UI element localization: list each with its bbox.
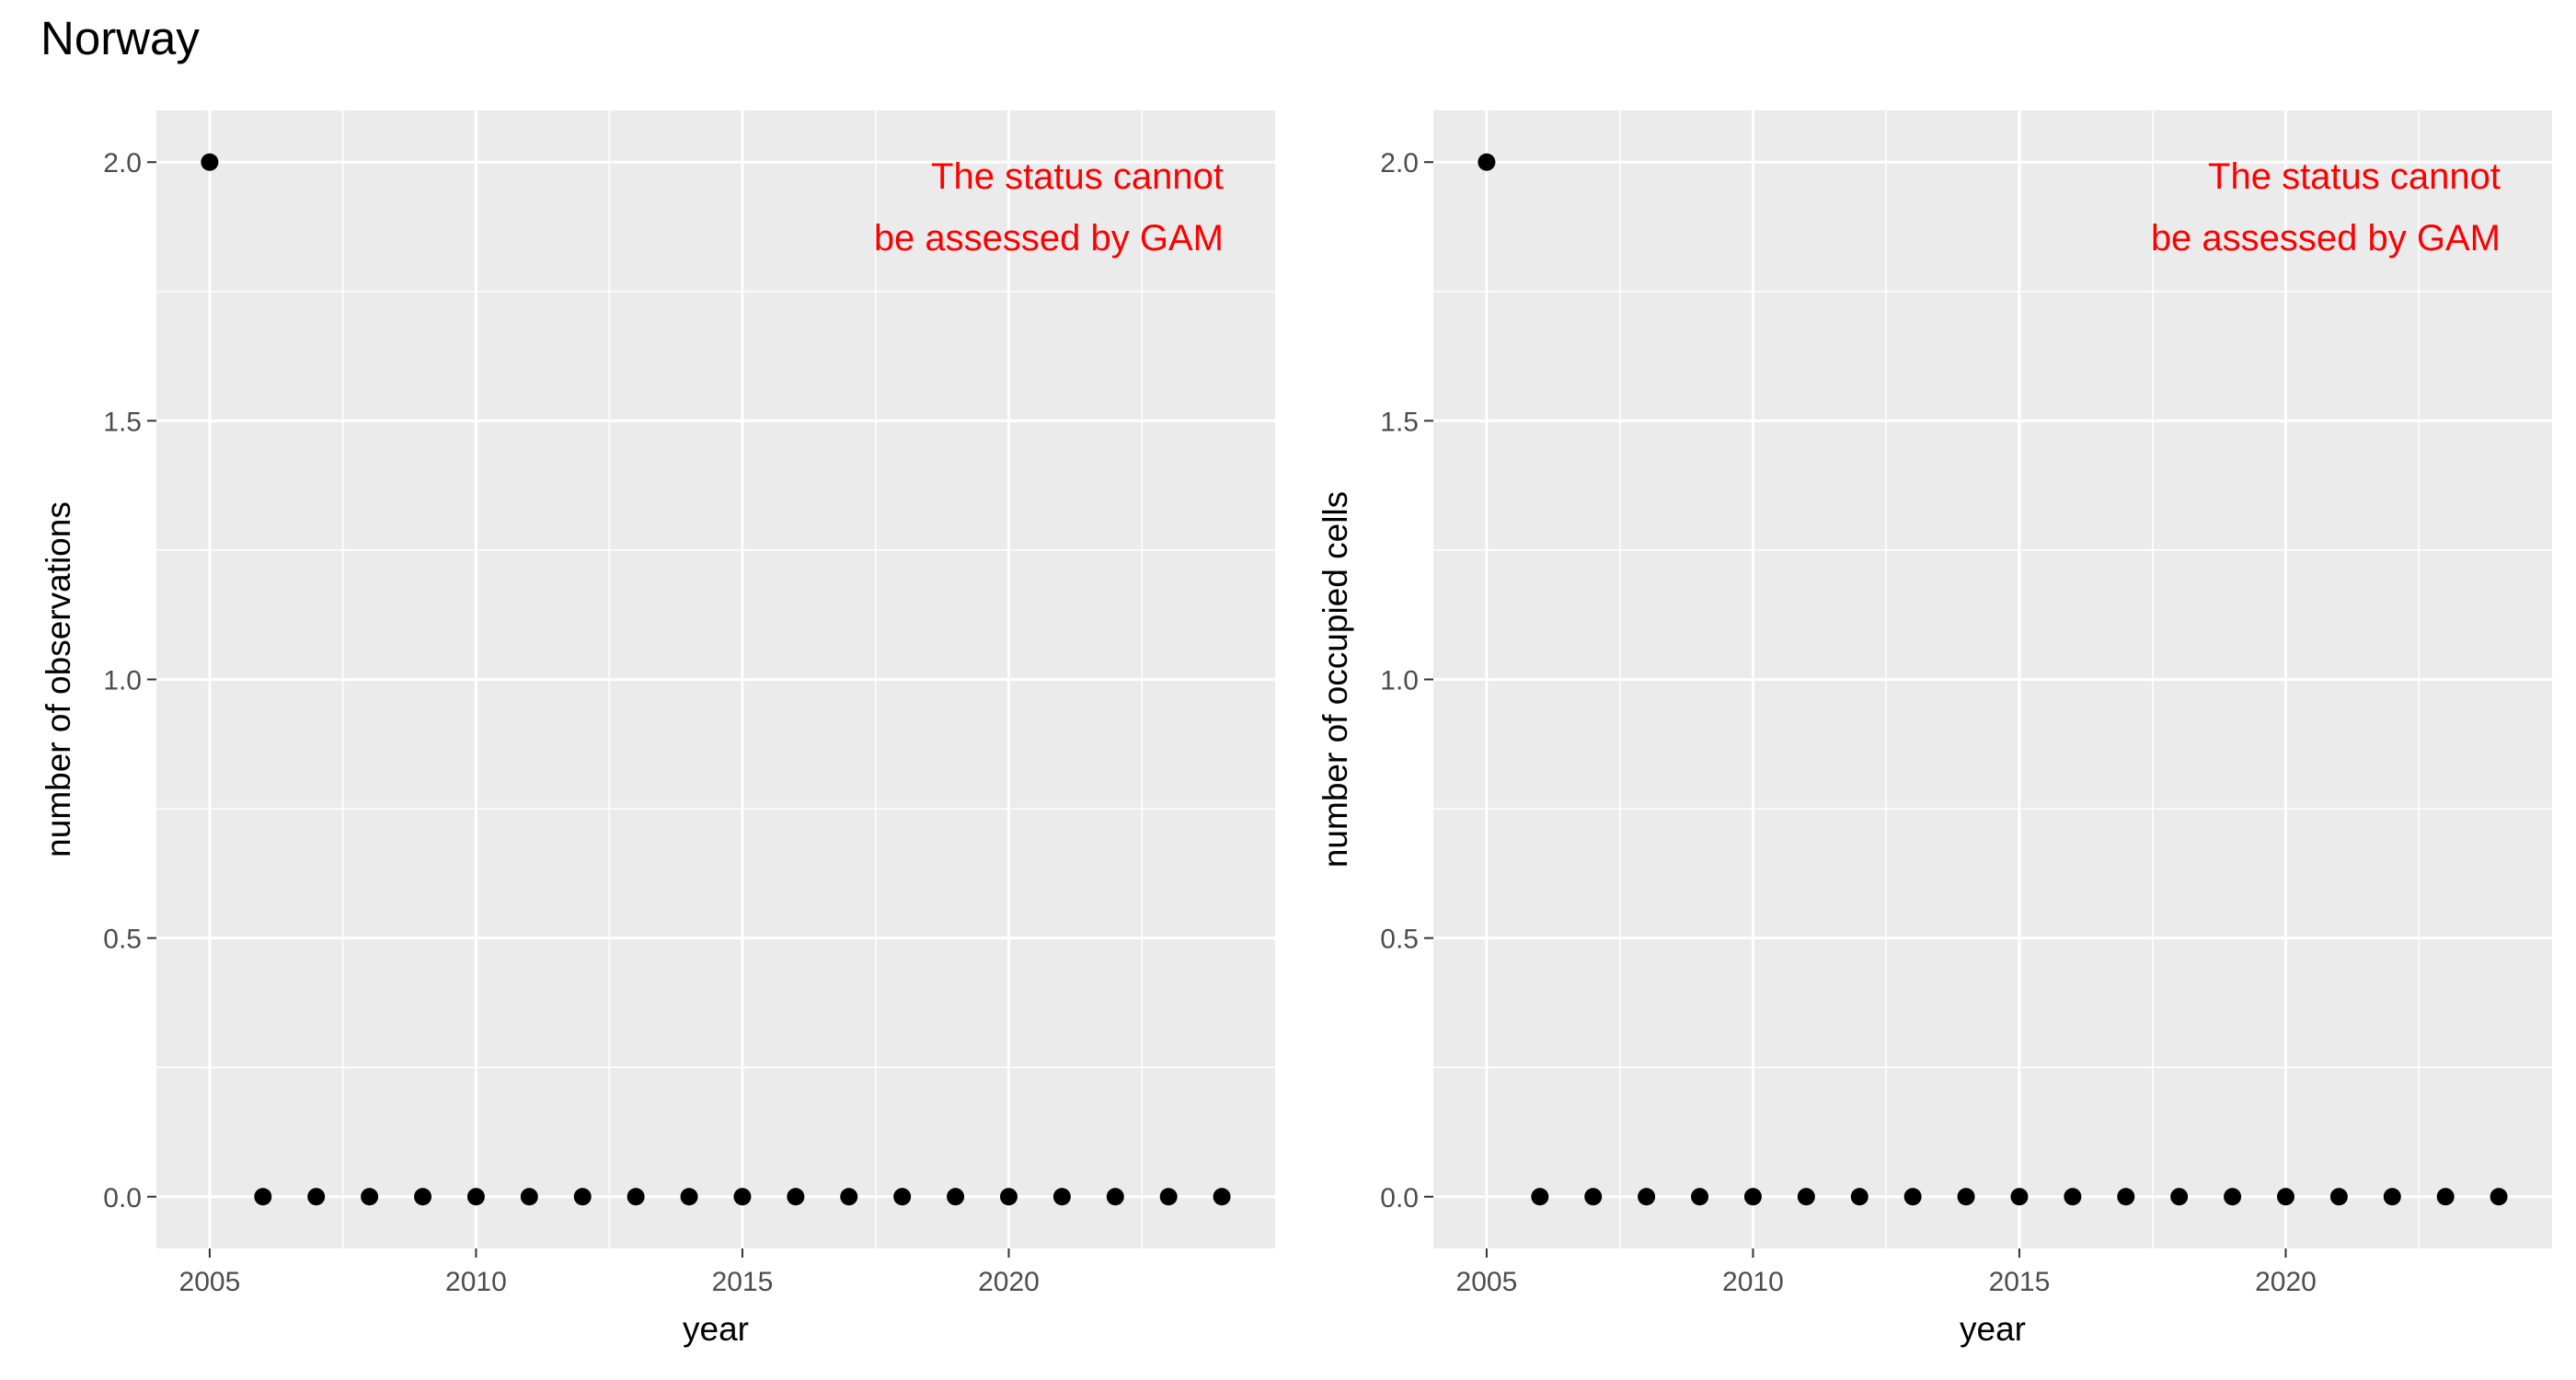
data-point: [1903, 1188, 1922, 1206]
y-tick-label: 2.0: [103, 148, 142, 178]
data-point: [680, 1188, 698, 1206]
data-point: [1743, 1188, 1762, 1206]
y-tick-label: 2.0: [1380, 148, 1419, 178]
y-tick-label: 1.0: [103, 666, 142, 696]
data-point: [1850, 1188, 1869, 1206]
x-tick-label: 2020: [2255, 1267, 2317, 1297]
data-point: [787, 1188, 805, 1206]
data-point: [2329, 1188, 2348, 1206]
data-point: [2276, 1188, 2294, 1206]
y-tick-label: 1.5: [1380, 407, 1419, 437]
data-point: [2490, 1188, 2508, 1206]
status-annotation: be assessed by GAM: [874, 218, 1224, 259]
data-point: [2436, 1188, 2455, 1206]
data-point: [201, 153, 219, 171]
data-point: [361, 1188, 379, 1206]
status-annotation: The status cannot: [2208, 156, 2501, 197]
data-point: [573, 1188, 592, 1206]
x-tick-label: 2005: [1456, 1267, 1518, 1297]
data-point: [2010, 1188, 2029, 1206]
figure-title: Norway: [40, 12, 200, 64]
data-point: [466, 1188, 485, 1206]
x-tick-label: 2010: [1722, 1267, 1784, 1297]
data-point: [520, 1188, 538, 1206]
y-tick-label: 0.0: [1380, 1183, 1419, 1213]
y-tick-label: 0.5: [1380, 925, 1419, 955]
x-tick-label: 2010: [445, 1267, 507, 1297]
data-point: [1638, 1188, 1656, 1206]
data-point: [2064, 1188, 2082, 1206]
status-annotation: be assessed by GAM: [2151, 218, 2501, 259]
y-axis-title: number of occupied cells: [1317, 491, 1354, 868]
data-point: [2224, 1188, 2242, 1206]
y-tick-label: 1.0: [1380, 666, 1419, 696]
data-point: [1159, 1188, 1178, 1206]
data-point: [999, 1188, 1018, 1206]
data-point: [307, 1188, 326, 1206]
x-axis-title: year: [683, 1310, 749, 1348]
data-point: [1797, 1188, 1815, 1206]
y-tick-label: 0.5: [103, 925, 142, 955]
data-point: [1531, 1188, 1549, 1206]
x-tick-label: 2005: [179, 1267, 241, 1297]
data-point: [840, 1188, 858, 1206]
data-point: [893, 1188, 912, 1206]
chart-occupied-cells: 2005 2010 2015 2020 0.0 0.5 1.0 1.5 2.0 year numbe…: [1317, 110, 2552, 1348]
status-annotation: The status cannot: [931, 156, 1224, 197]
data-point: [627, 1188, 645, 1206]
data-point: [1052, 1188, 1071, 1206]
data-point: [254, 1188, 272, 1206]
data-point: [1691, 1188, 1709, 1206]
data-point: [2117, 1188, 2135, 1206]
data-point: [414, 1188, 432, 1206]
data-point: [733, 1188, 752, 1206]
y-axis-title: number of observations: [40, 501, 77, 857]
chart-observations: 2005 2010 2015 2020 0.0 0.5 1.0 1.5 2.0 year numbe…: [40, 110, 1275, 1348]
data-point: [1106, 1188, 1124, 1206]
data-point: [2383, 1188, 2401, 1206]
data-point: [1478, 153, 1496, 171]
data-point: [1957, 1188, 1975, 1206]
y-tick-label: 1.5: [103, 407, 142, 437]
x-axis-title: year: [1960, 1310, 2026, 1348]
x-tick-label: 2020: [978, 1267, 1040, 1297]
y-tick-label: 0.0: [103, 1183, 142, 1213]
data-point: [1584, 1188, 1603, 1206]
x-tick-label: 2015: [712, 1267, 774, 1297]
data-point: [2170, 1188, 2189, 1206]
x-tick-label: 2015: [1989, 1267, 2051, 1297]
data-point: [1213, 1188, 1231, 1206]
data-point: [947, 1188, 965, 1206]
